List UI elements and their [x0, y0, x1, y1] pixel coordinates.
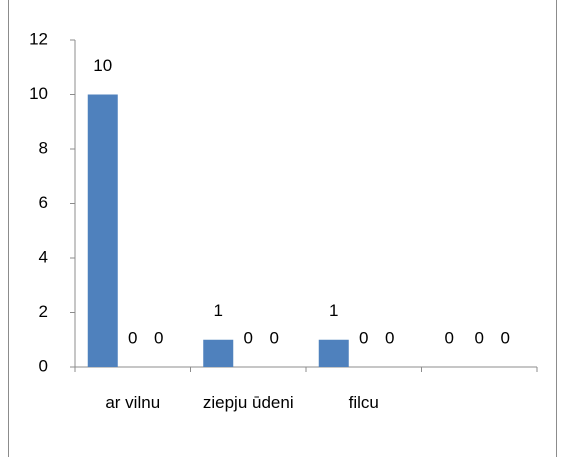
y-tick-label: 12 — [29, 29, 48, 48]
x-tick-label: filcu — [348, 393, 379, 412]
x-tick-label: ziepju ūdeni — [202, 393, 294, 412]
bar — [203, 339, 234, 367]
chart-border — [8, 0, 557, 457]
bar — [87, 94, 118, 367]
data-label: 1 — [329, 301, 338, 320]
y-tick-label: 0 — [39, 356, 48, 375]
data-label: 0 — [385, 328, 394, 347]
data-label: 1 — [214, 301, 223, 320]
data-label: 0 — [154, 328, 163, 347]
y-tick-label: 4 — [39, 247, 48, 266]
x-tick-label: ar vilnu — [105, 393, 161, 412]
y-tick-label: 8 — [39, 138, 48, 157]
y-tick-label: 10 — [29, 84, 48, 103]
data-label: 0 — [128, 328, 137, 347]
data-label: 0 — [445, 328, 454, 347]
y-tick-label: 2 — [39, 302, 48, 321]
data-label: 0 — [501, 328, 510, 347]
data-label: 0 — [359, 328, 368, 347]
data-label: 0 — [475, 328, 484, 347]
y-tick-label: 6 — [39, 193, 48, 212]
bar — [318, 339, 349, 367]
data-label: 10 — [93, 56, 112, 75]
data-label: 0 — [244, 328, 253, 347]
data-label: 0 — [270, 328, 279, 347]
